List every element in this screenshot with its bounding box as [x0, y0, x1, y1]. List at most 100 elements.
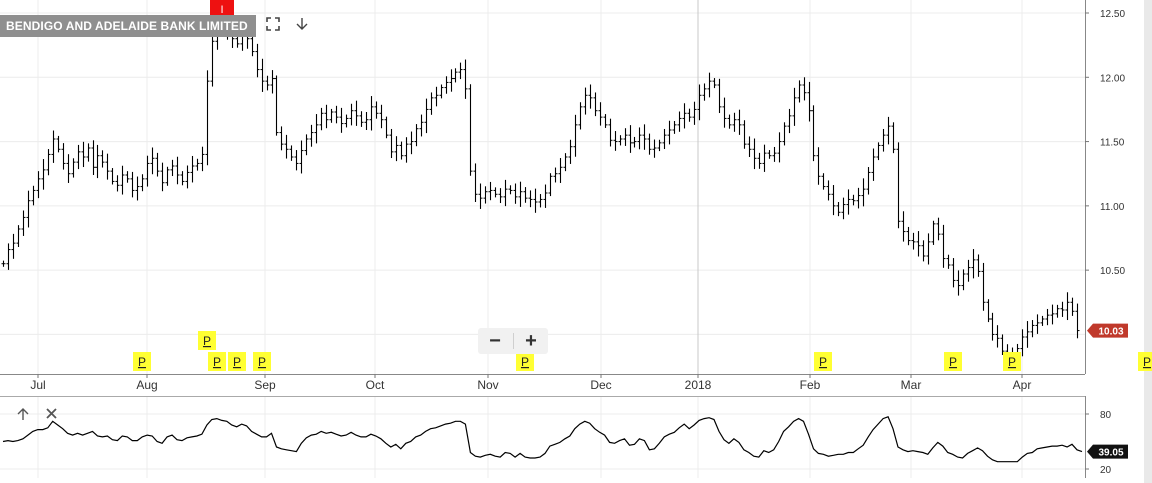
ohlc-bar [498, 188, 503, 204]
ohlc-bar [439, 84, 444, 99]
current-indicator-badge: 39.05 [1087, 444, 1128, 459]
ohlc-bar [284, 134, 289, 159]
ohlc-bar [618, 135, 623, 146]
ohlc-bar [802, 77, 807, 101]
ohlc-bar [1045, 308, 1050, 326]
ohlc-bar [488, 181, 493, 201]
ohlc-bar [548, 173, 553, 197]
price-tick-label: 12.50 [1100, 9, 1125, 20]
ohlc-bar [866, 167, 871, 195]
ohlc-bar [861, 178, 866, 207]
arrow-up-icon[interactable] [16, 407, 30, 425]
ohlc-bar [752, 138, 757, 170]
ohlc-bar [1070, 297, 1075, 316]
event-marker-label: P [203, 334, 211, 348]
ohlc-bar [841, 197, 846, 220]
ohlc-bar [657, 139, 662, 152]
ohlc-bar [697, 84, 702, 121]
ohlc-bar [747, 136, 752, 157]
ohlc-bar [518, 181, 523, 207]
ohlc-bar [339, 107, 344, 133]
ohlc-bar [851, 194, 856, 206]
ohlc-bar [444, 76, 449, 94]
ohlc-bar [1040, 315, 1045, 326]
ohlc-bar [856, 187, 861, 209]
ohlc-bar [1055, 304, 1060, 318]
event-marker-p[interactable]: P [228, 352, 246, 371]
ohlc-bar [135, 176, 140, 201]
zoom-out-button[interactable]: − [489, 330, 501, 352]
event-marker-p[interactable]: P [1138, 352, 1152, 371]
fullscreen-icon[interactable] [264, 17, 282, 35]
ohlc-bar [831, 185, 836, 216]
ohlc-bar [603, 114, 608, 128]
ohlc-bar [95, 144, 100, 179]
ohlc-bar [647, 133, 652, 155]
time-axis: Jul Aug Sep Oct Nov Dec 2018 Feb Mar Apr [30, 374, 1031, 392]
event-marker-p[interactable]: P [253, 352, 271, 371]
event-marker-p[interactable]: P [1003, 352, 1021, 371]
ohlc-bar [642, 124, 647, 150]
ohlc-bar [105, 153, 110, 180]
ohlc-bar [757, 152, 762, 169]
ohlc-bar [971, 249, 976, 279]
ohlc-bar [1025, 321, 1030, 348]
arrow-down-icon[interactable] [293, 17, 311, 35]
ohlc-bar [961, 269, 966, 291]
ohlc-bar [787, 108, 792, 134]
ohlc-bar [195, 158, 200, 171]
ohlc-bar [901, 211, 906, 242]
ohlc-bar [931, 220, 936, 245]
event-marker-label: P [138, 355, 146, 369]
ohlc-bar [891, 122, 896, 154]
ohlc-bar [458, 62, 463, 80]
event-marker-p[interactable]: P [208, 352, 226, 371]
close-icon[interactable] [45, 407, 58, 424]
current-price-badge: 10.03 [1087, 323, 1128, 338]
ohlc-bar [16, 225, 21, 247]
ohlc-bar [115, 175, 120, 192]
zoom-in-button[interactable]: + [525, 330, 537, 352]
ohlc-bar [200, 146, 205, 172]
ohlc-bar [623, 128, 628, 146]
ohlc-bar [429, 92, 434, 115]
security-title[interactable]: BENDIGO AND ADELAIDE BANK LIMITED [0, 15, 256, 37]
ohlc-bar [41, 159, 46, 190]
ohlc-bar [175, 156, 180, 185]
time-tick-label: Nov [477, 378, 498, 392]
ohlc-bar [314, 114, 319, 144]
event-marker-p[interactable]: P [516, 352, 534, 371]
event-marker-p[interactable]: P [133, 352, 151, 371]
ohlc-bar [523, 187, 528, 203]
event-marker-p[interactable]: P [198, 331, 216, 350]
event-marker-p[interactable]: P [814, 352, 832, 371]
ohlc-bar [270, 70, 275, 94]
ohlc-bar [399, 141, 404, 160]
price-tick-label: 10.50 [1100, 266, 1125, 277]
event-marker-label: P [949, 355, 957, 369]
ohlc-bar [782, 122, 787, 146]
ohlc-bar [1020, 329, 1025, 357]
event-flag-i[interactable]: I [210, 0, 234, 16]
event-marker-p[interactable]: P [944, 352, 962, 371]
ohlc-bar [772, 146, 777, 162]
price-tick-label: 11.00 [1100, 202, 1125, 213]
ohlc-bar [513, 183, 518, 204]
ohlc-bar [906, 226, 911, 246]
ohlc-bar [677, 111, 682, 132]
price-axis: 12.50 12.00 11.50 11.00 10.50 [1085, 9, 1125, 277]
ohlc-bar [712, 78, 717, 89]
price-tick-label: 12.00 [1100, 73, 1125, 84]
ohlc-bar [951, 258, 956, 288]
ohlc-bar [394, 136, 399, 162]
ohlc-bar [941, 224, 946, 268]
ohlc-bar [424, 98, 429, 134]
ohlc-bar [543, 184, 548, 208]
ohlc-bar [359, 111, 364, 127]
ohlc-bar [742, 120, 747, 149]
ohlc-bar [881, 128, 886, 152]
ohlc-bar [349, 103, 354, 126]
ohlc-bar [568, 139, 573, 164]
ohlc-bar [389, 128, 394, 159]
